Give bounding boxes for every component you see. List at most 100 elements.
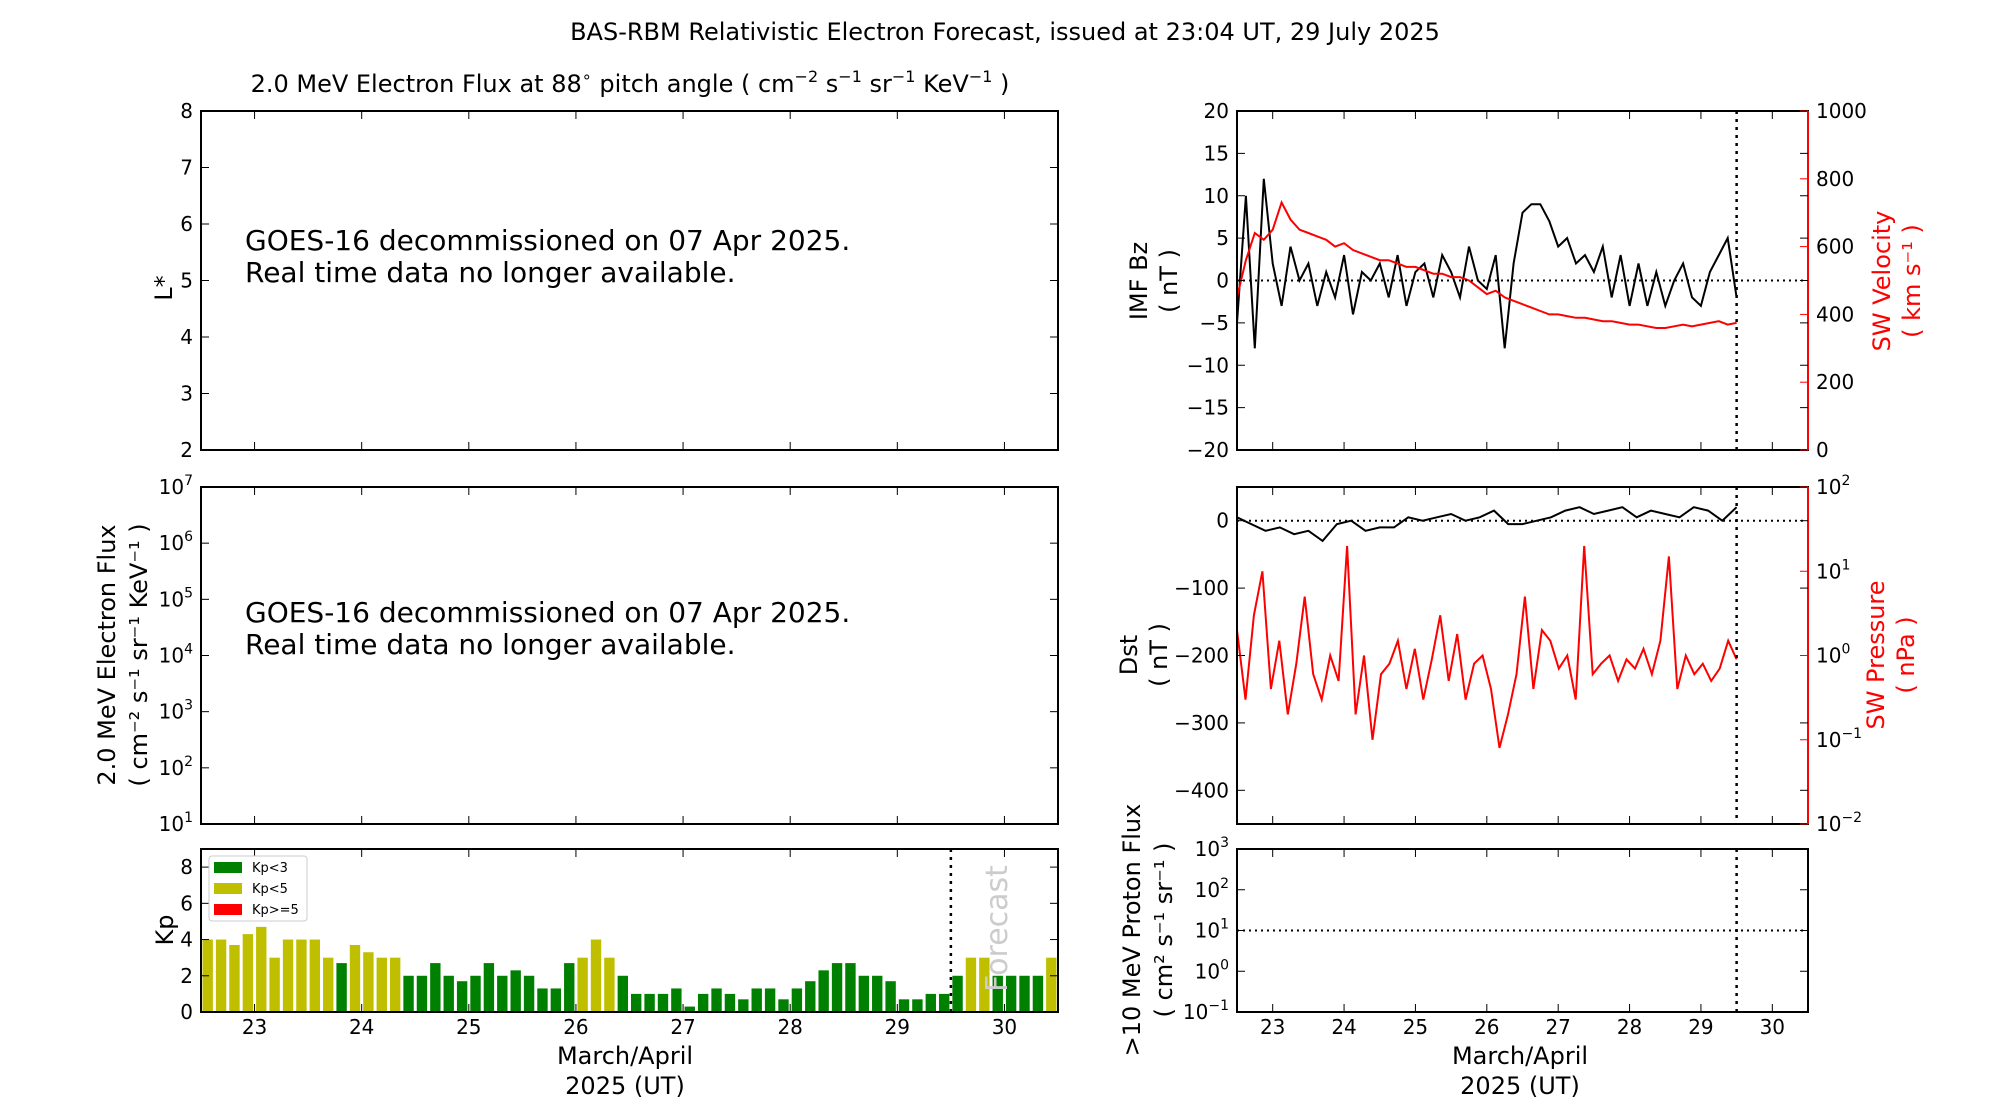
kp-bar (831, 963, 843, 1012)
kp-bar (550, 988, 562, 1012)
y-tick-label: 101 (1195, 917, 1229, 943)
kp-bar (483, 963, 495, 1012)
kp-bar (416, 975, 428, 1012)
kp-bar (577, 957, 588, 1012)
y-tick-label: 102 (1195, 876, 1229, 902)
y-tick-label: 6 (180, 891, 193, 915)
lstar-ylabel: L* (150, 275, 178, 300)
y2-tick-label: 10−1 (1816, 726, 1862, 752)
y-tick-label: 5 (1216, 226, 1229, 250)
right-xlabel-1: March/April (1452, 1042, 1588, 1070)
y2-tick-label: 400 (1816, 302, 1854, 326)
bz-ylabel-2: ( nT ) (1155, 249, 1183, 313)
kp-bar (296, 939, 307, 1012)
dst-ylabel-1: Dst (1115, 635, 1143, 675)
right-xlabel-2: 2025 (UT) (1460, 1072, 1580, 1100)
x-tick-label: 28 (777, 1015, 802, 1039)
x-tick-label: 25 (1403, 1015, 1428, 1039)
kp-bar (456, 981, 468, 1012)
y-tick-label: 20 (1204, 99, 1229, 123)
y-tick-label: −200 (1174, 644, 1229, 668)
kp-bar (644, 993, 655, 1012)
x-tick-label: 24 (349, 1015, 374, 1039)
y-tick-label: 103 (159, 698, 193, 724)
y-tick-label: 2 (180, 964, 193, 988)
dst-panel (1236, 486, 1809, 825)
proton-ylabel-2: ( cm² s⁻¹ sr⁻¹ ) (1150, 843, 1178, 1018)
flux-ylabel-2: ( cm⁻² s⁻¹ sr⁻¹ KeV⁻¹ ) (125, 523, 153, 786)
y-tick-label: 102 (159, 754, 193, 780)
y2-tick-label: 1000 (1816, 99, 1867, 123)
x-tick-label: 25 (456, 1015, 481, 1039)
y-tick-label: −5 (1200, 311, 1229, 335)
sw-pressure-ylabel-1: SW Pressure (1862, 580, 1890, 729)
y-tick-label: −300 (1174, 711, 1229, 735)
kp-bar (858, 975, 870, 1012)
x-tick-label: 23 (1260, 1015, 1285, 1039)
kp-bar (631, 993, 642, 1012)
kp-bar (389, 957, 401, 1012)
y-tick-label: 3 (180, 382, 193, 406)
y2-tick-label: 101 (1816, 557, 1850, 583)
y-tick-label: 2 (180, 438, 193, 462)
forecast-label: Forecast (980, 865, 1015, 992)
kp-bar (845, 963, 856, 1012)
kp-bar (818, 970, 829, 1012)
y-tick-label: −100 (1174, 576, 1229, 600)
y-tick-label: 0 (1216, 269, 1229, 293)
y-tick-label: 6 (180, 212, 193, 236)
kp-bar (443, 975, 454, 1012)
kp-bar (872, 975, 883, 1012)
kp-bar (470, 975, 481, 1012)
kp-bar (604, 957, 615, 1012)
kp-bar (965, 957, 977, 1012)
kp-bar (229, 944, 240, 1012)
kp-bar (403, 975, 414, 1012)
kp-ylabel: Kp (151, 915, 179, 946)
imf-bz-line (1236, 178, 1738, 349)
dst-line (1236, 506, 1738, 543)
kp-bar (309, 939, 321, 1012)
lstar-message-line2: Real time data no longer available. (245, 256, 736, 289)
x-tick-label: 27 (670, 1015, 695, 1039)
legend-swatch-kp-mid (214, 883, 242, 894)
y-tick-label: 0 (180, 1000, 193, 1024)
y-tick-label: 4 (180, 928, 193, 952)
y-tick-label: 101 (159, 810, 193, 836)
kp-bar (269, 957, 280, 1012)
kp-bar (738, 999, 749, 1012)
kp-legend: Kp<3 Kp<5 Kp>=5 (208, 855, 308, 922)
sw-velocity-ylabel-1: SW Velocity (1868, 211, 1896, 352)
kp-bar (497, 975, 508, 1012)
y-tick-label: 15 (1204, 141, 1229, 165)
y2-tick-label: 10−2 (1816, 810, 1862, 836)
y2-tick-label: 102 (1816, 473, 1850, 499)
y2-tick-label: 100 (1816, 642, 1850, 668)
sw-pressure-line (1236, 545, 1738, 749)
y-tick-label: −10 (1187, 353, 1229, 377)
x-tick-label: 26 (1474, 1015, 1499, 1039)
kp-bar (282, 939, 294, 1012)
y2-tick-label: 200 (1816, 370, 1854, 394)
y-tick-label: 0 (1216, 509, 1229, 533)
kp-bar (751, 988, 762, 1012)
kp-bar (1032, 975, 1044, 1012)
kp-bar (952, 975, 963, 1012)
kp-bar (256, 926, 267, 1012)
kp-bar (349, 944, 361, 1012)
kp-bar (430, 963, 441, 1012)
x-tick-label: 28 (1617, 1015, 1642, 1039)
kp-bar (912, 999, 923, 1012)
lstar-message-line1: GOES-16 decommissioned on 07 Apr 2025. (245, 224, 850, 257)
kp-bar (215, 939, 227, 1012)
y-tick-label: −15 (1187, 396, 1229, 420)
y-tick-label: 10−1 (1183, 998, 1229, 1024)
kp-bar (590, 939, 602, 1012)
y-tick-label: 105 (159, 585, 193, 611)
y-tick-label: 7 (180, 156, 193, 180)
legend-swatch-kp-low (214, 862, 242, 873)
figure-title: BAS-RBM Relativistic Electron Forecast, … (570, 18, 1440, 46)
kp-bar (885, 981, 896, 1012)
left-xlabel-2: 2025 (UT) (565, 1072, 685, 1100)
